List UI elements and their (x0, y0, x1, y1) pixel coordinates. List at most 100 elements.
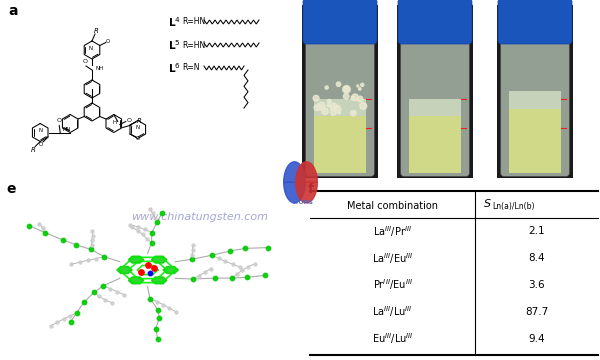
Circle shape (343, 94, 349, 99)
Circle shape (351, 96, 355, 100)
Point (207, 252, 217, 258)
Text: La$^{III}$/Lu$^{III}$: La$^{III}$/Lu$^{III}$ (372, 305, 413, 319)
Point (75, 260, 85, 265)
FancyBboxPatch shape (303, 0, 377, 44)
Point (91, 256, 101, 261)
Text: O: O (136, 135, 140, 140)
Point (87, 237, 97, 243)
Circle shape (337, 82, 341, 86)
Circle shape (344, 86, 349, 92)
Point (46, 323, 56, 329)
Point (25, 223, 34, 229)
Point (79, 299, 89, 305)
Point (59, 316, 68, 322)
Circle shape (327, 99, 331, 103)
Circle shape (357, 96, 363, 102)
Bar (314, 99, 366, 116)
Polygon shape (151, 277, 167, 284)
Circle shape (353, 111, 356, 114)
Point (145, 270, 155, 276)
Point (133, 224, 142, 230)
Bar (509, 91, 561, 109)
Point (263, 245, 272, 251)
Text: O: O (106, 39, 110, 44)
Point (98, 283, 108, 289)
Point (136, 269, 146, 274)
Point (211, 275, 220, 281)
Point (153, 307, 163, 312)
Point (72, 310, 82, 315)
Point (65, 313, 75, 319)
Text: La$^{III}$/Eu$^{III}$: La$^{III}$/Eu$^{III}$ (372, 251, 413, 266)
Text: a: a (8, 4, 17, 18)
Point (152, 299, 161, 305)
Circle shape (361, 83, 364, 86)
Polygon shape (128, 277, 144, 284)
Point (235, 264, 244, 270)
Point (140, 226, 150, 232)
Point (145, 296, 155, 301)
Polygon shape (117, 266, 132, 274)
Point (143, 262, 152, 268)
Point (152, 220, 162, 225)
Point (112, 289, 122, 294)
Point (138, 231, 148, 237)
Circle shape (334, 105, 341, 113)
Polygon shape (163, 266, 178, 274)
Text: O: O (83, 59, 88, 64)
Text: 3.6: 3.6 (528, 280, 545, 290)
Text: R=N: R=N (182, 63, 199, 72)
Point (71, 242, 81, 248)
Text: b: b (330, 4, 340, 18)
Text: NH: NH (95, 66, 103, 71)
Text: R=HN: R=HN (182, 18, 205, 27)
Text: O: O (39, 141, 43, 147)
Text: N: N (89, 45, 93, 50)
Point (187, 256, 196, 262)
Point (52, 319, 62, 325)
Bar (314, 116, 366, 173)
Bar (497, 5, 573, 178)
Point (240, 246, 250, 251)
Circle shape (330, 103, 337, 110)
Point (142, 236, 151, 242)
Point (38, 225, 47, 231)
Point (107, 300, 117, 306)
Text: HN: HN (62, 127, 70, 132)
Circle shape (317, 102, 325, 110)
Bar (409, 99, 461, 116)
Point (35, 221, 44, 226)
Point (133, 228, 143, 234)
Point (194, 273, 204, 278)
Circle shape (331, 110, 336, 115)
Point (106, 286, 115, 292)
Point (150, 215, 160, 221)
Point (125, 222, 134, 228)
Point (87, 242, 97, 248)
Text: Pr$^{III}$/Eu$^{III}$: Pr$^{III}$/Eu$^{III}$ (373, 278, 412, 292)
Bar (302, 5, 378, 178)
Point (188, 243, 197, 248)
Text: N: N (38, 128, 42, 133)
Point (87, 228, 97, 234)
Text: www.chinatungsten.com: www.chinatungsten.com (131, 212, 269, 222)
Point (228, 261, 238, 267)
Point (147, 240, 157, 246)
Point (119, 292, 129, 298)
Point (157, 211, 166, 216)
Point (250, 261, 259, 267)
Point (100, 297, 110, 303)
Text: La$^{III}$/Pr$^{III}$: La$^{III}$/Pr$^{III}$ (373, 224, 412, 239)
Circle shape (338, 112, 341, 114)
FancyBboxPatch shape (401, 32, 469, 176)
FancyBboxPatch shape (306, 32, 374, 176)
Circle shape (314, 104, 320, 111)
Bar (509, 109, 561, 173)
Text: R: R (137, 118, 142, 124)
Point (171, 309, 181, 314)
Text: R: R (31, 147, 35, 153)
Point (227, 275, 237, 281)
Circle shape (352, 94, 358, 101)
Point (58, 237, 68, 243)
Point (66, 319, 76, 325)
